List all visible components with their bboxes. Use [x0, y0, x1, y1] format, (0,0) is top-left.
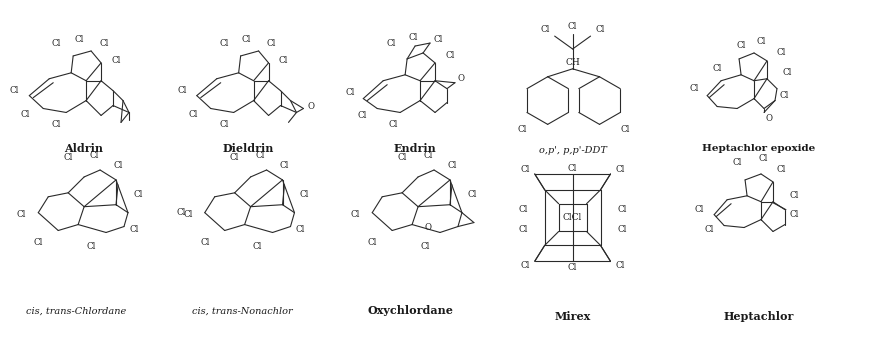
Text: Cl: Cl [616, 166, 625, 174]
Text: Cl: Cl [219, 120, 229, 129]
Text: Cl: Cl [253, 242, 263, 251]
Text: Cl: Cl [63, 153, 73, 162]
Text: Cl: Cl [300, 190, 309, 199]
Text: Cl: Cl [713, 64, 722, 73]
Text: Cl: Cl [351, 210, 360, 219]
Text: Cl: Cl [368, 238, 377, 247]
Text: Cl: Cl [616, 261, 625, 270]
Text: Oxychlordane: Oxychlordane [367, 305, 453, 316]
Text: Cl: Cl [518, 225, 528, 234]
Text: Cl: Cl [219, 38, 229, 48]
Text: Cl: Cl [267, 38, 276, 48]
Text: Cl: Cl [596, 25, 605, 34]
Text: Cl: Cl [10, 86, 19, 95]
Text: Cl: Cl [133, 190, 143, 199]
Text: Cl: Cl [177, 86, 187, 95]
Text: Cl: Cl [780, 91, 789, 100]
Text: Cl: Cl [705, 225, 714, 234]
Text: o,p', p,p'-DDT: o,p', p,p'-DDT [538, 146, 606, 155]
Text: Cl: Cl [256, 151, 265, 159]
Text: Cl: Cl [99, 38, 109, 48]
Text: Cl: Cl [789, 191, 798, 200]
Text: Heptachlor epoxide: Heptachlor epoxide [703, 144, 815, 153]
Text: Cl: Cl [17, 210, 26, 219]
Text: Cl: Cl [113, 160, 122, 170]
Text: Cl: Cl [388, 120, 398, 129]
Text: Mirex: Mirex [555, 311, 591, 322]
Text: Cl: Cl [568, 263, 577, 272]
Text: Cl: Cl [421, 242, 430, 251]
Text: ClCl: ClCl [563, 213, 582, 222]
Text: CH: CH [565, 58, 580, 67]
Text: Cl: Cl [183, 210, 193, 219]
Text: Cl: Cl [280, 160, 289, 170]
Text: Cl: Cl [695, 205, 704, 214]
Text: cis, trans-Chlordane: cis, trans-Chlordane [26, 306, 126, 315]
Text: Heptachlor: Heptachlor [724, 311, 794, 322]
Text: Cl: Cl [52, 120, 61, 129]
Text: O: O [424, 223, 431, 232]
Text: Cl: Cl [230, 153, 239, 162]
Text: Cl: Cl [34, 238, 43, 247]
Text: O: O [457, 74, 464, 83]
Text: Cl: Cl [346, 88, 355, 97]
Text: Cl: Cl [782, 68, 791, 77]
Text: Cl: Cl [737, 40, 746, 50]
Text: Cl: Cl [242, 35, 251, 44]
Text: Endrin: Endrin [394, 143, 437, 154]
Text: Cl: Cl [758, 154, 768, 163]
Text: Cl: Cl [447, 160, 456, 170]
Text: Cl: Cl [776, 166, 786, 174]
Text: Cl: Cl [87, 242, 96, 251]
Text: Cl: Cl [433, 35, 443, 44]
Text: Cl: Cl [21, 110, 30, 119]
Text: Cl: Cl [618, 225, 627, 234]
Text: Cl: Cl [621, 125, 630, 134]
Text: Cl: Cl [188, 110, 197, 119]
Text: Cl: Cl [397, 153, 407, 162]
Text: Cl: Cl [408, 33, 418, 41]
Text: Cl: Cl [446, 51, 455, 61]
Text: O: O [765, 114, 772, 123]
Text: Cl: Cl [296, 225, 305, 234]
Text: Cl: Cl [52, 38, 61, 48]
Text: Cl: Cl [520, 166, 530, 174]
Text: Dieldrin: Dieldrin [223, 143, 274, 154]
Text: Cl: Cl [517, 125, 527, 134]
Text: O: O [308, 102, 315, 111]
Text: Cl: Cl [129, 225, 138, 234]
Text: Cl: Cl [568, 164, 577, 172]
Text: Cl: Cl [689, 84, 699, 93]
Text: Cl: Cl [112, 56, 121, 65]
Text: Cl: Cl [618, 205, 627, 214]
Text: Cl: Cl [732, 157, 742, 167]
Text: Cl: Cl [467, 190, 477, 199]
Text: Cl: Cl [756, 37, 765, 46]
Text: Cl: Cl [279, 56, 288, 65]
Text: Cl: Cl [200, 238, 210, 247]
Text: Cl: Cl [789, 210, 798, 219]
Text: Aldrin: Aldrin [63, 143, 103, 154]
Text: Cl: Cl [423, 151, 433, 159]
Text: Cl: Cl [74, 35, 84, 44]
Text: Cl: Cl [89, 151, 99, 159]
Text: Cl: Cl [776, 49, 786, 57]
Text: Cl: Cl [518, 205, 528, 214]
Text: Cl: Cl [568, 22, 577, 31]
Text: Cl: Cl [387, 38, 396, 48]
Text: Cl: Cl [357, 111, 367, 120]
Text: Cl: Cl [176, 208, 186, 217]
Text: Cl: Cl [520, 261, 530, 270]
Text: Cl: Cl [540, 25, 549, 34]
Text: cis, trans-Nonachlor: cis, trans-Nonachlor [192, 306, 293, 315]
